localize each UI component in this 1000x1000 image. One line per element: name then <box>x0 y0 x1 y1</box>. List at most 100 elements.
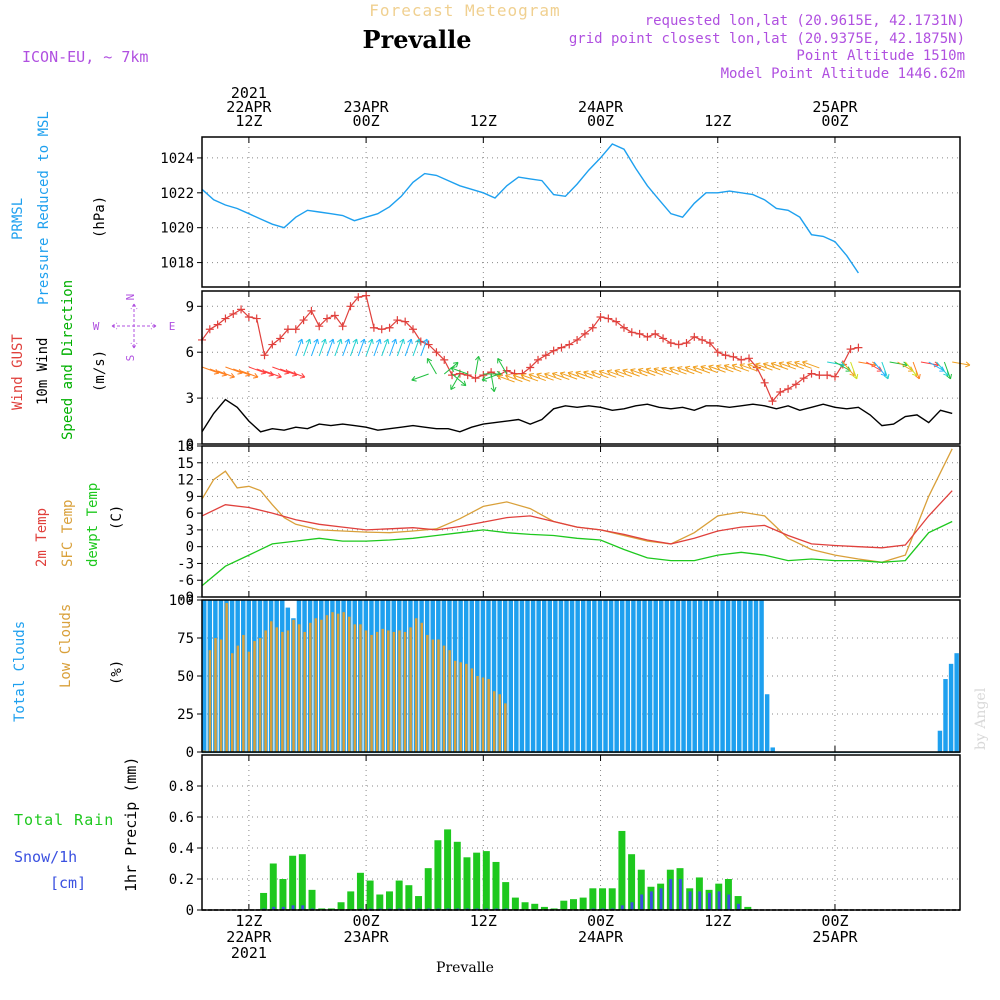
wind-direction-arrow <box>396 338 404 357</box>
gust-marker <box>432 348 441 357</box>
pressure-tick-label: 1022 <box>160 186 194 202</box>
low-cloud-bar <box>314 618 318 752</box>
low-cloud-bar <box>203 750 206 752</box>
watermark: by Angel <box>973 687 989 750</box>
rain-bar <box>579 897 587 910</box>
temp-tick-label: 0 <box>186 540 194 556</box>
gust-marker <box>408 325 417 334</box>
rain-bar <box>550 908 558 910</box>
gust-line <box>201 294 859 403</box>
total-cloud-bar <box>514 600 519 752</box>
gust-marker <box>299 316 308 325</box>
snow-bar <box>649 891 653 910</box>
gust-marker <box>846 345 855 354</box>
gust-marker <box>815 371 824 380</box>
precip-unit: 1hr Precip (mm) <box>122 757 140 892</box>
low-cloud-bar <box>459 662 463 752</box>
rain-bar <box>308 889 316 910</box>
low-cloud-bar <box>492 691 496 752</box>
wind-direction-arrowhead <box>716 364 722 370</box>
wind-direction-arrow <box>724 364 742 373</box>
low-clouds-label: Low Clouds <box>58 604 74 688</box>
wind-direction-arrowhead <box>559 371 566 378</box>
total-cloud-bar <box>620 600 625 752</box>
rain-bar <box>502 882 510 910</box>
total-cloud-bar <box>720 600 725 752</box>
top-time-label: 22APR <box>226 98 272 116</box>
wind-direction-arrowhead <box>474 355 481 362</box>
wind-direction-arrow <box>700 366 718 374</box>
low-cloud-bar <box>269 621 273 752</box>
wind-direction-arrowhead <box>344 338 351 345</box>
wind-direction-arrow <box>943 361 951 380</box>
wind-direction-arrowhead <box>391 338 398 345</box>
wind-direction-arrowhead <box>598 369 605 376</box>
gust-marker <box>854 343 863 352</box>
precip-tick-label: 0.6 <box>169 810 194 826</box>
rain-bar <box>279 879 287 910</box>
gust-marker <box>721 351 730 360</box>
bottom-time-label: 00Z <box>587 912 614 930</box>
wind-direction-arrowhead <box>544 372 550 378</box>
gust-marker <box>643 332 652 341</box>
rain-bar <box>531 903 539 910</box>
gust-marker <box>573 335 582 344</box>
rain-bar <box>628 854 636 910</box>
low-cloud-bar <box>470 668 474 752</box>
wind-direction-arrowhead <box>497 357 503 364</box>
gust-marker <box>799 374 808 383</box>
wind-direction-arrow <box>412 338 420 357</box>
wind-direction-arrow <box>497 375 515 383</box>
wind-label: 10m Wind <box>35 338 51 405</box>
wind-direction-arrowhead <box>505 374 511 380</box>
gust-marker <box>830 372 839 381</box>
total-cloud-bar <box>664 600 670 752</box>
wind-direction-arrow <box>889 361 908 366</box>
model-label: ICON-EU, ~ 7km <box>22 48 148 66</box>
wind-direction-arrow <box>912 361 920 380</box>
wind-direction-arrow <box>334 338 342 357</box>
wind-direction-arrow <box>420 338 428 357</box>
wind-direction-arrow <box>827 361 845 366</box>
wind-direction-arrowhead <box>583 370 589 377</box>
total-cloud-bar <box>642 600 647 752</box>
wind-direction-arrow <box>520 374 539 382</box>
wind-direction-arrowhead <box>536 372 542 379</box>
total-cloud-bar <box>686 600 692 752</box>
wind-direction-arrow <box>475 356 480 375</box>
wind-direction-arrowhead <box>965 361 971 368</box>
gust-marker <box>596 313 605 322</box>
wind-direction-arrowhead <box>276 372 282 379</box>
gust-marker <box>237 305 246 314</box>
wind-direction-arrow <box>583 371 601 379</box>
total-cloud-bar <box>681 600 686 752</box>
wind-direction-arrow <box>606 370 625 378</box>
low-cloud-bar <box>236 645 240 752</box>
total-cloud-bar <box>753 600 759 752</box>
gust-marker <box>776 387 785 396</box>
wind-direction-arrowhead <box>352 338 359 345</box>
wind-direction-arrowhead <box>328 338 335 345</box>
wind-direction-arrow <box>404 338 412 357</box>
temp-tick-label: -3 <box>177 556 194 572</box>
compass-east: E <box>169 320 176 333</box>
total-cloud-bar <box>714 600 720 752</box>
rain-bar <box>511 897 519 910</box>
compass-west: W <box>93 320 100 333</box>
pressure-tick-label: 1024 <box>160 151 194 167</box>
low-cloud-bar <box>476 676 479 752</box>
low-cloud-bar <box>453 660 457 752</box>
gust-marker <box>424 340 433 349</box>
wind-direction-arrow <box>731 364 750 372</box>
top-time-label: 12Z <box>235 112 262 130</box>
compass-south: S <box>124 355 137 362</box>
gust-marker <box>737 355 746 364</box>
top-time-label: 23APR <box>344 98 390 116</box>
low-cloud-bar <box>370 634 373 752</box>
pressure-line <box>201 143 859 274</box>
wind-direction-arrowhead <box>360 338 366 345</box>
total-cloud-bar <box>764 694 770 752</box>
wind-direction-arrow <box>209 368 227 376</box>
snow-bar <box>678 879 682 910</box>
low-cloud-bar <box>325 615 329 752</box>
